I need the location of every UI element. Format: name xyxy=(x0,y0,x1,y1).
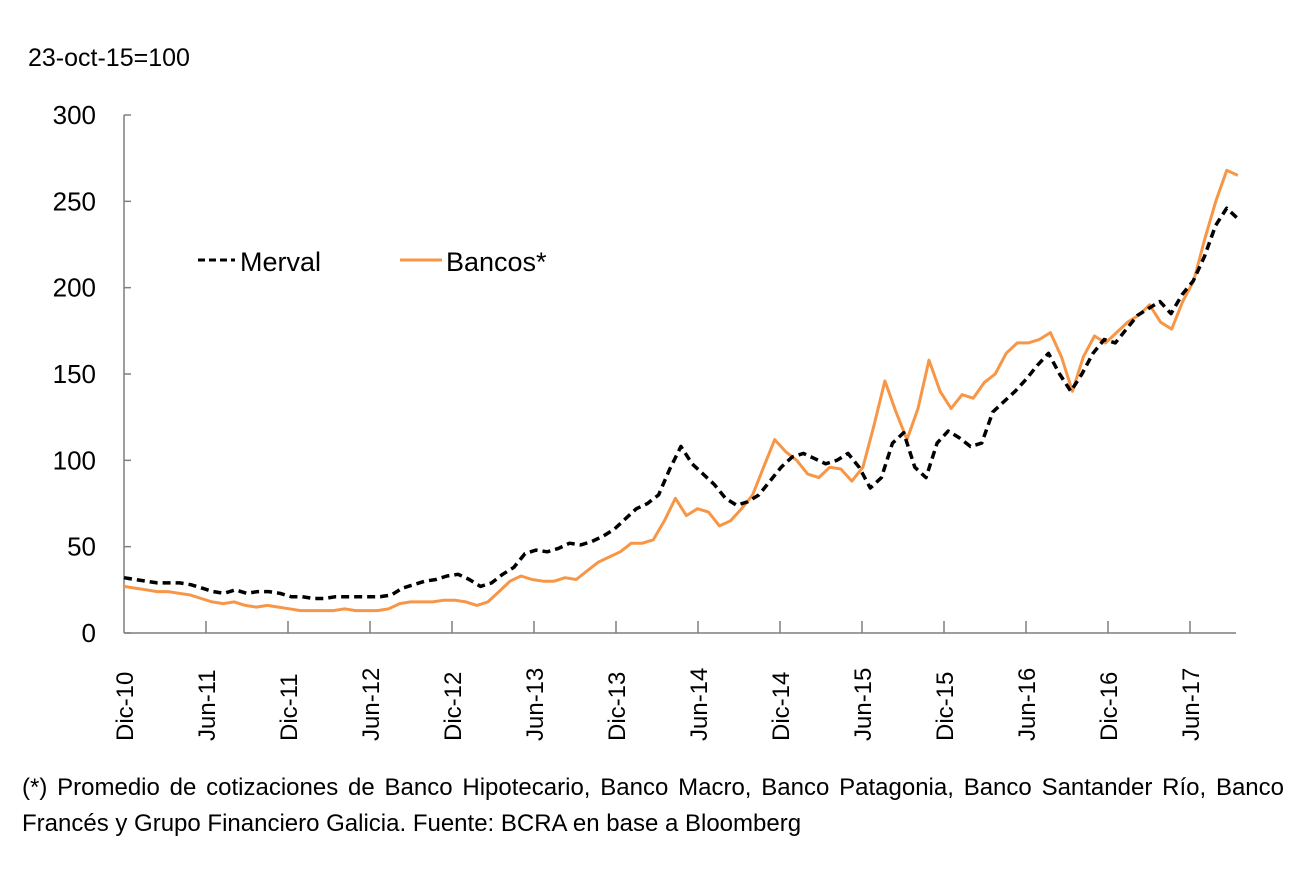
x-tick-label: Jun-13 xyxy=(522,668,549,741)
x-tick-label: Jun-11 xyxy=(194,669,221,741)
legend-merval-label: Merval xyxy=(240,247,321,277)
x-tick-label: Jun-12 xyxy=(358,668,385,741)
chart-legend: Merval Bancos* xyxy=(198,247,547,277)
line-chart: 0 50 100 150 200 250 300 Dic-10 Jun-11 Dic-11 Jun… xyxy=(53,100,1239,741)
legend-bancos-label: Bancos* xyxy=(446,247,547,277)
footnote: (*) Promedio de cotizaciones de Banco Hi… xyxy=(22,774,1284,837)
x-tick-label: Dic-13 xyxy=(604,672,631,741)
y-tick-label: 100 xyxy=(53,445,96,475)
x-tick-label: Dic-12 xyxy=(440,672,467,741)
x-tick-label: Dic-16 xyxy=(1096,672,1123,741)
series-merval-line xyxy=(123,206,1239,601)
y-tick-label: 0 xyxy=(82,618,96,648)
x-tick-label: Jun-17 xyxy=(1178,668,1205,741)
y-tick-label: 150 xyxy=(53,359,96,389)
y-tick-label: 200 xyxy=(53,273,96,303)
y-tick-label: 250 xyxy=(53,186,96,216)
x-tick-label: Dic-15 xyxy=(932,672,959,741)
y-axis: 0 50 100 150 200 250 300 xyxy=(53,100,131,648)
x-tick-label: Dic-14 xyxy=(768,672,795,741)
series-bancos-line xyxy=(123,168,1239,613)
y-axis-unit-label: 23-oct-15=100 xyxy=(28,44,190,72)
x-axis: Dic-10 Jun-11 Dic-11 Jun-12 Dic-12 Jun-13 Dic-… xyxy=(112,621,1236,741)
x-tick-label: Dic-11 xyxy=(276,673,303,741)
x-tick-label: Jun-15 xyxy=(850,668,877,741)
x-tick-label: Jun-14 xyxy=(686,668,713,741)
x-tick-label: Jun-16 xyxy=(1014,668,1041,741)
y-tick-label: 300 xyxy=(53,100,96,130)
y-tick-label: 50 xyxy=(67,532,96,562)
x-tick-label: Dic-10 xyxy=(112,672,139,741)
